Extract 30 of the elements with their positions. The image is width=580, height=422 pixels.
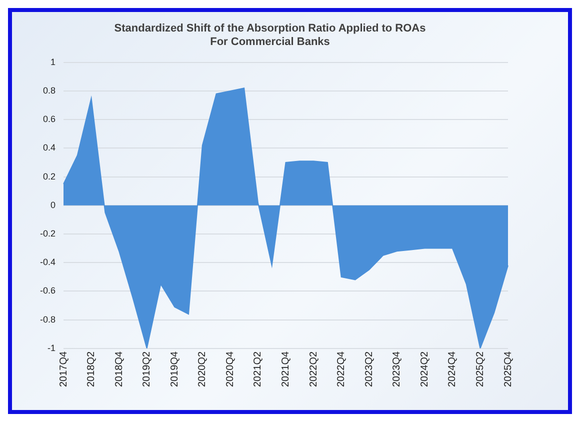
- y-tick-label: 0.2: [42, 171, 56, 182]
- x-tick-label: 2017Q4: [58, 350, 70, 388]
- x-tick-label: 2021Q4: [280, 350, 292, 388]
- x-tick-label: 2019Q4: [169, 350, 180, 388]
- x-tick-label: 2018Q4: [114, 350, 125, 388]
- y-tick-label: 0.6: [42, 114, 56, 124]
- x-tick-label: 2020Q4: [224, 350, 236, 388]
- x-tick-label: 2023Q2: [364, 350, 375, 388]
- y-tick-label: 0: [50, 200, 56, 210]
- x-tick-label: 2018Q2: [86, 350, 98, 388]
- x-tick-label: 2025Q2: [474, 350, 486, 388]
- y-tick-label: -0.4: [40, 257, 56, 268]
- y-tick-label: -0.6: [40, 286, 56, 296]
- x-tick-label: 2022Q4: [336, 350, 348, 388]
- x-tick-label: 2023Q4: [392, 350, 403, 388]
- y-tick-label: -0.2: [40, 228, 56, 238]
- x-tick-label: 2024Q4: [447, 350, 458, 388]
- y-tick-label: -0.8: [40, 314, 56, 324]
- y-tick-label: -1: [47, 342, 56, 353]
- y-tick-label: 0.8: [42, 85, 56, 96]
- text: Standardized Shift of the Absorption Ratio Applied to ROAs: [114, 22, 426, 35]
- x-tick-label: 2022Q2: [308, 350, 320, 388]
- text: For Commercial Banks: [210, 36, 330, 48]
- x-tick-label: 2019Q2: [142, 350, 153, 388]
- x-tick-label: 2021Q2: [252, 350, 264, 388]
- x-tick-label: 2024Q2: [419, 350, 430, 388]
- x-tick-label: 2020Q2: [197, 350, 208, 388]
- x-tick-label: 2025Q4: [502, 350, 514, 388]
- y-tick-label: 1: [50, 56, 56, 67]
- y-tick-label: 0.4: [42, 142, 56, 153]
